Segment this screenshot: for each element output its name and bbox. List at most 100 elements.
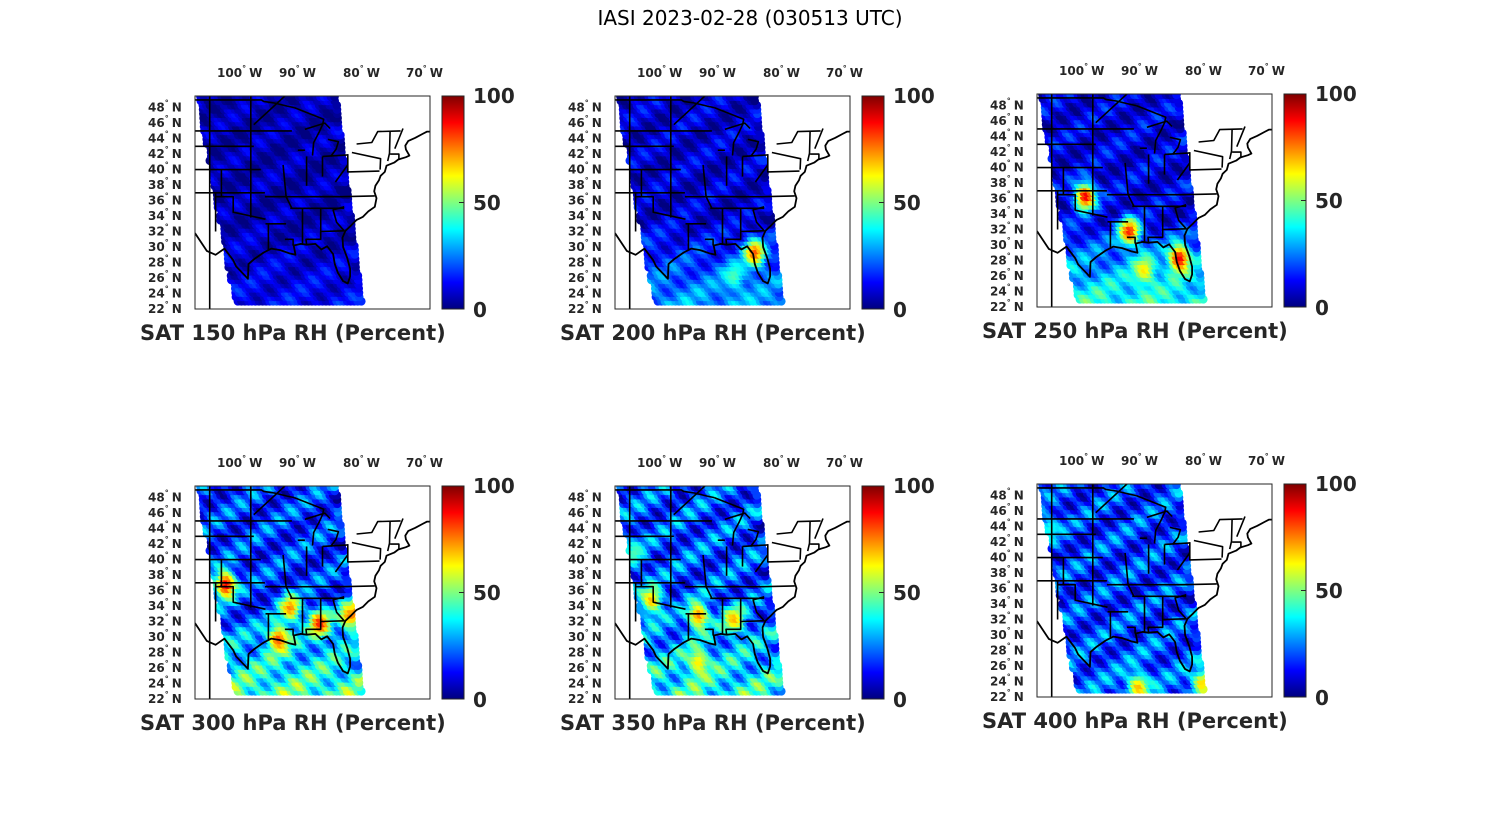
state-border	[754, 164, 769, 183]
lat-tick-label: 44° N	[148, 130, 182, 146]
lat-tick-label: 48° N	[568, 99, 602, 115]
state-border	[673, 96, 706, 126]
state-border	[771, 151, 802, 170]
axes-frame	[614, 95, 851, 310]
lat-tick-label: 40° N	[148, 161, 182, 177]
state-border	[724, 122, 751, 131]
lat-tick-label: 28° N	[148, 254, 182, 270]
lat-tick-label: 38° N	[148, 176, 182, 192]
state-border	[814, 128, 824, 150]
state-border	[747, 138, 760, 157]
state-border	[347, 154, 380, 173]
map-panel-250hpa: 100° W 90° W 80° W 70° W 48° N 46° N 44° N 42° N 40° N 38°…	[982, 53, 1402, 383]
lat-tick-label: 30° N	[568, 238, 602, 254]
state-border	[390, 153, 400, 160]
state-border	[282, 164, 293, 209]
lat-tick-label: 26° N	[568, 269, 602, 285]
state-boundaries	[195, 96, 430, 309]
state-border	[704, 238, 714, 246]
lon-tick-label: 90° W	[699, 64, 736, 80]
lat-tick-label: 34° N	[148, 207, 182, 223]
state-border	[294, 106, 325, 126]
state-border	[332, 206, 345, 232]
lat-tick-label: 30° N	[148, 238, 182, 254]
lon-tick-label: 70° W	[826, 64, 863, 80]
state-border	[195, 99, 295, 109]
state-border	[725, 208, 742, 245]
lat-tick-label: 28° N	[568, 254, 602, 270]
lat-tick-label: 24° N	[148, 285, 182, 301]
lon-tick-label: 80° W	[343, 64, 380, 80]
state-border	[615, 99, 715, 109]
state-border	[752, 206, 765, 232]
state-border	[356, 130, 401, 145]
panel-title: SAT 200 hPa RH (Percent)	[560, 321, 866, 345]
state-border	[684, 195, 795, 198]
lat-tick-label: 48° N	[148, 99, 182, 115]
lon-tick-label: 100° W	[217, 64, 262, 80]
state-border	[322, 154, 348, 158]
state-border	[215, 195, 266, 220]
map-panel-150hpa: 100° W 90° W 80° W 70° W 48° N 46° N 44° N 42° N 40° N 38°…	[140, 55, 560, 385]
lon-tick-label: 80° W	[763, 64, 800, 80]
state-border	[767, 154, 800, 173]
panel-title: SAT 150 hPa RH (Percent)	[140, 321, 446, 345]
lat-tick-label: 22° N	[568, 300, 602, 316]
lat-tick-label: 42° N	[148, 145, 182, 161]
map-plot-200hpa: 100° W 90° W 80° W 70° W 48° N46° N44° N42° N40° N38°…	[568, 64, 935, 322]
rh-dot	[330, 96, 339, 102]
lat-tick-label: 46° N	[568, 114, 602, 130]
axes-frame	[194, 95, 431, 310]
map-plot-250hpa: 100° W 90° W 80° W 70° W48° N46° N44° N42° N40° N38°…	[990, 62, 1357, 320]
lat-tick-label: 46° N	[148, 114, 182, 130]
state-border	[320, 230, 345, 233]
state-border	[327, 138, 340, 157]
state-border	[311, 124, 324, 156]
lat-tick-label: 38° N	[568, 176, 602, 192]
rh-dot	[750, 96, 759, 102]
state-border	[776, 130, 821, 145]
state-border	[635, 195, 686, 220]
state-border	[702, 164, 713, 209]
colorbar-tick-label: 0	[893, 298, 907, 322]
state-border	[264, 195, 375, 198]
state-border	[394, 128, 404, 150]
lat-tick-label: 42° N	[568, 145, 602, 161]
state-border	[806, 130, 811, 162]
colorbar-tick-label: 0	[473, 298, 487, 322]
colorbar-tick-label: 100	[473, 84, 515, 108]
rh-observations	[616, 96, 786, 306]
lat-tick-label: 36° N	[568, 192, 602, 208]
lat-tick-label: 40° N	[568, 161, 602, 177]
state-border	[731, 124, 744, 156]
lat-tick-label: 32° N	[148, 223, 182, 239]
state-border	[305, 208, 322, 245]
lon-tick-label: 90° W	[279, 64, 316, 80]
lat-tick-label: 34° N	[568, 207, 602, 223]
lat-tick-label: 26° N	[148, 269, 182, 285]
state-border	[253, 96, 286, 126]
rh-observations	[1038, 94, 1208, 304]
colorbar-tick-label: 50	[893, 191, 921, 215]
lat-tick-label: 24° N	[568, 285, 602, 301]
lat-tick-label: 44° N	[568, 130, 602, 146]
state-border	[740, 230, 765, 233]
lon-tick-label: 100° W	[637, 64, 682, 80]
state-border	[334, 164, 349, 183]
colorbar-tick-label: 50	[473, 191, 501, 215]
map-panel-200hpa: 100° W 90° W 80° W 70° W 48° N 46° N 44° N 42° N 40° N 38°…	[560, 55, 980, 385]
colorbar-tick-label: 100	[893, 84, 935, 108]
lon-tick-label: 70° W	[406, 64, 443, 80]
state-border	[714, 106, 745, 126]
figure-title: IASI 2023-02-28 (030513 UTC)	[597, 6, 903, 30]
rh-observations	[196, 96, 366, 306]
state-border	[386, 130, 391, 162]
lat-tick-label: 32° N	[568, 223, 602, 239]
map-plot-150hpa: 100° W 90° W 80° W 70° W 48° N46° N44° N42° N40° N38°…	[148, 64, 515, 322]
lat-tick-label: 22° N	[148, 300, 182, 316]
state-border	[304, 122, 331, 131]
state-border	[284, 238, 294, 246]
state-boundaries	[615, 96, 850, 309]
state-border	[742, 154, 768, 158]
lat-tick-label: 36° N	[148, 192, 182, 208]
